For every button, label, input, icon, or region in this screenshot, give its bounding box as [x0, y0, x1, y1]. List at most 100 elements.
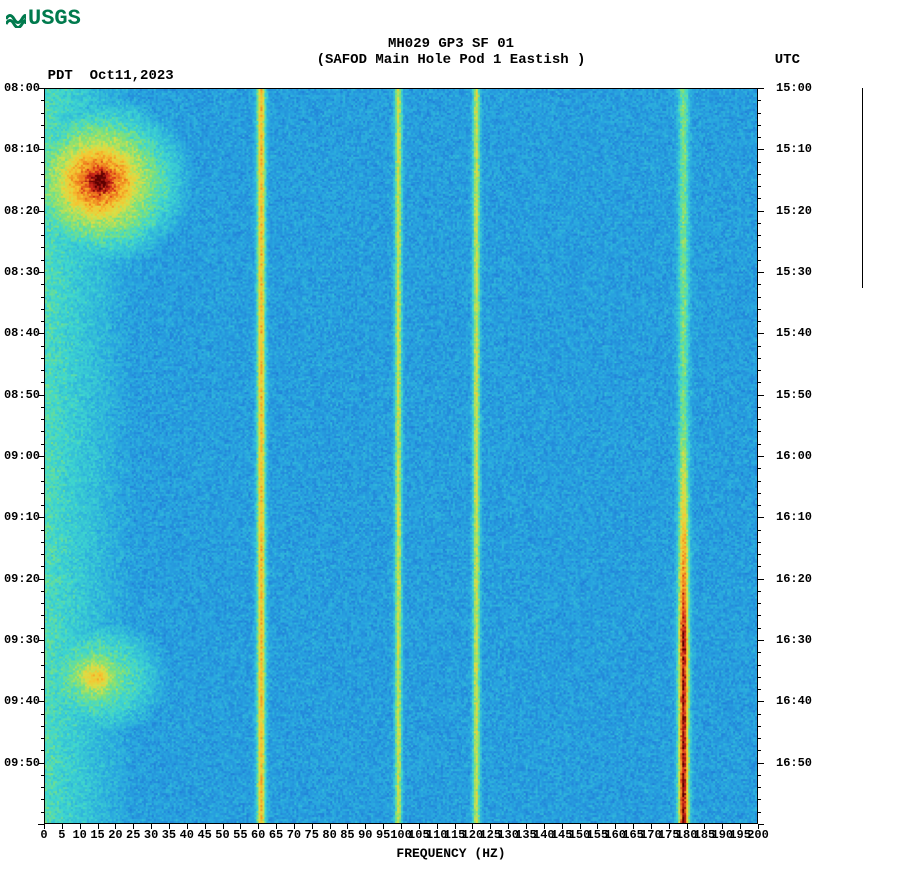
tickmark [758, 665, 761, 666]
tickmark [758, 162, 761, 163]
tickmark [187, 824, 188, 829]
ytick-right: 15:30 [776, 265, 812, 279]
tickmark [41, 260, 44, 261]
tickmark [223, 824, 224, 829]
xtick: 20 [108, 828, 122, 842]
tickmark [41, 591, 44, 592]
tickmark [41, 235, 44, 236]
tickmark [41, 726, 44, 727]
tickmark [758, 517, 764, 518]
tickmark [41, 505, 44, 506]
tickmark [41, 113, 44, 114]
ytick-left: 09:10 [0, 510, 40, 524]
tickmark [312, 824, 313, 829]
ytick-right: 15:20 [776, 204, 812, 218]
tickmark [758, 677, 761, 678]
tickmark [758, 701, 764, 702]
tickmark [41, 493, 44, 494]
tickmark [758, 346, 761, 347]
tickmark [562, 824, 563, 829]
tickmark [758, 542, 761, 543]
tickmark [758, 738, 761, 739]
xtick: 0 [40, 828, 47, 842]
ytick-left: 09:40 [0, 694, 40, 708]
tickmark [758, 530, 761, 531]
tickmark [41, 419, 44, 420]
tickmark [758, 186, 761, 187]
tickmark [758, 493, 761, 494]
tickmark [758, 125, 761, 126]
tickmark [41, 174, 44, 175]
tickmark [41, 628, 44, 629]
tickmark [41, 100, 44, 101]
tickmark [758, 505, 761, 506]
tickmark [41, 615, 44, 616]
xtick: 55 [233, 828, 247, 842]
tickmark [758, 799, 761, 800]
ytick-left: 08:00 [0, 81, 40, 95]
tickmark [758, 456, 764, 457]
tickmark [490, 824, 491, 829]
tickmark [41, 468, 44, 469]
tickmark [41, 162, 44, 163]
ytick-right: 15:00 [776, 81, 812, 95]
tickmark [41, 407, 44, 408]
tickmark [758, 395, 764, 396]
tickmark [758, 579, 764, 580]
tickmark [41, 284, 44, 285]
tickmark [758, 211, 764, 212]
xtick: 200 [747, 828, 769, 842]
tickmark [544, 824, 545, 829]
tickmark [758, 824, 759, 829]
tickmark [347, 824, 348, 829]
spectrogram-plot [44, 88, 758, 824]
tickmark [41, 321, 44, 322]
tickmark [62, 824, 63, 829]
tickmark [758, 566, 761, 567]
tickmark [41, 297, 44, 298]
tickmark [41, 125, 44, 126]
tickmark [38, 517, 44, 518]
tickmark [740, 824, 741, 829]
tickmark [758, 431, 761, 432]
tickmark [758, 615, 761, 616]
tickmark [758, 113, 761, 114]
tickmark [401, 824, 402, 829]
tickmark [597, 824, 598, 829]
tickmark [758, 603, 761, 604]
tickmark [758, 714, 761, 715]
tickmark [758, 174, 761, 175]
ytick-left: 08:20 [0, 204, 40, 218]
ytick-right: 16:10 [776, 510, 812, 524]
tickmark [41, 431, 44, 432]
tickmark [294, 824, 295, 829]
tickmark [38, 149, 44, 150]
tickmark [38, 579, 44, 580]
tickmark [41, 223, 44, 224]
tickmark [758, 407, 761, 408]
ytick-right: 16:20 [776, 572, 812, 586]
xtick: 40 [180, 828, 194, 842]
ytick-right: 15:50 [776, 388, 812, 402]
tickmark [41, 137, 44, 138]
tickmark [38, 701, 44, 702]
tickmark [169, 824, 170, 829]
tickmark [758, 284, 761, 285]
tickmark [526, 824, 527, 829]
tickmark [758, 370, 761, 371]
ytick-right: 15:40 [776, 326, 812, 340]
tickmark [758, 554, 761, 555]
ytick-left: 08:10 [0, 142, 40, 156]
ytick-left: 09:30 [0, 633, 40, 647]
xtick: 60 [251, 828, 265, 842]
xtick: 35 [162, 828, 176, 842]
tickmark [41, 186, 44, 187]
xtick: 45 [197, 828, 211, 842]
tickmark [758, 787, 761, 788]
tickmark [41, 247, 44, 248]
ytick-right: 16:40 [776, 694, 812, 708]
tickmark [704, 824, 705, 829]
tickmark [44, 824, 45, 829]
tickmark [80, 824, 81, 829]
tickmark [758, 358, 761, 359]
